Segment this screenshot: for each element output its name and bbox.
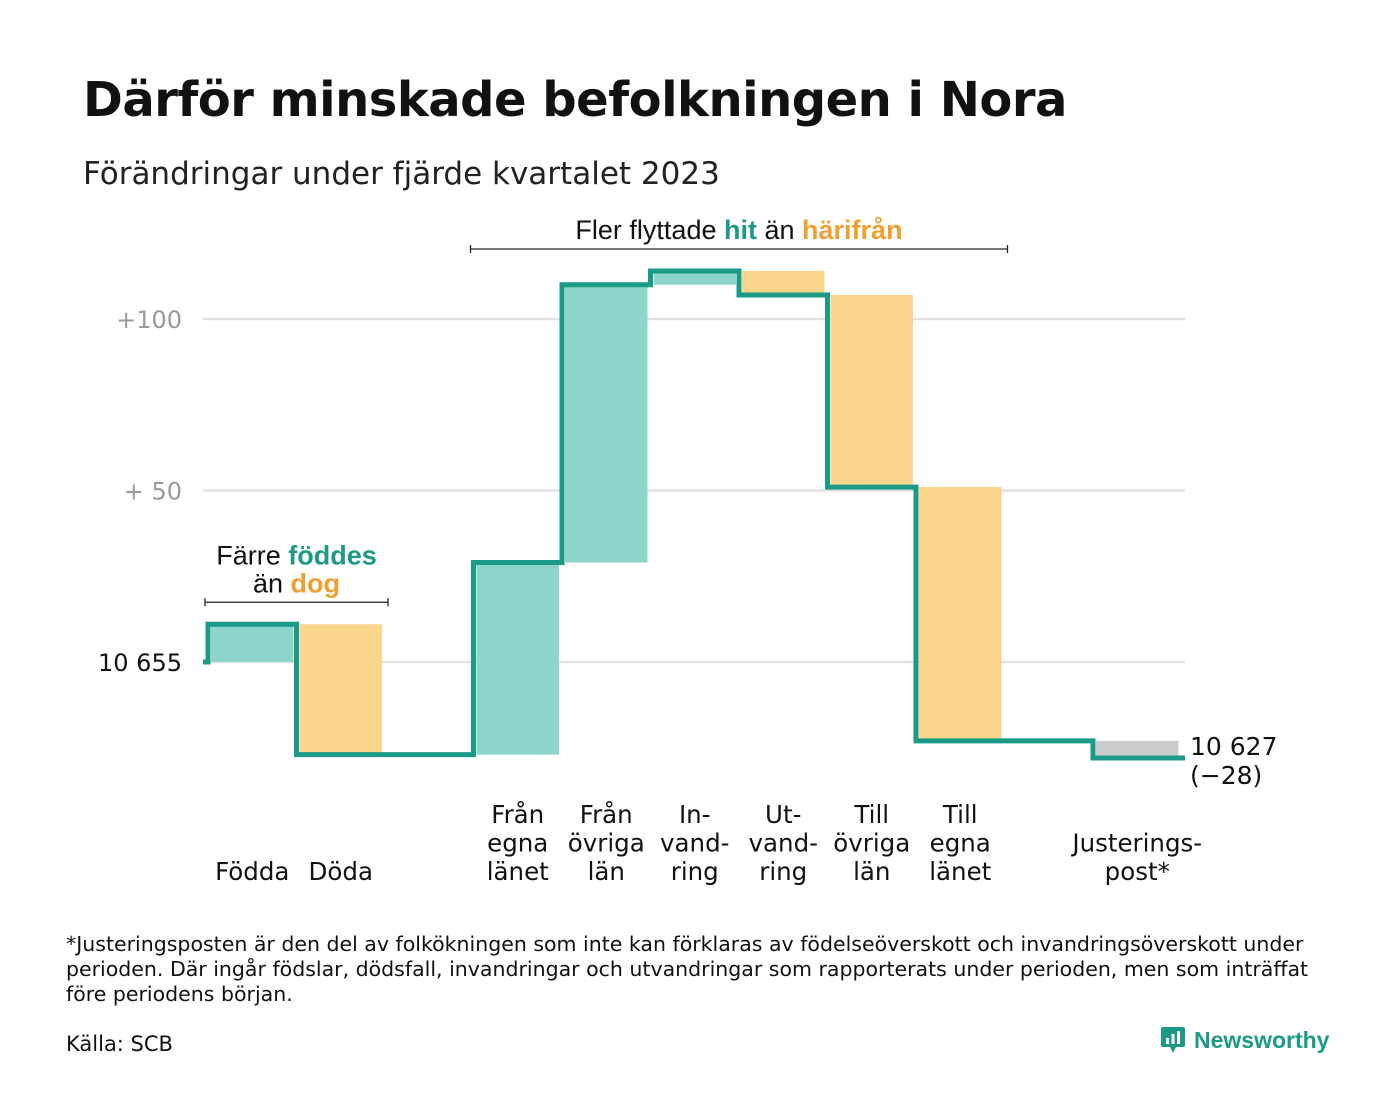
- waterfall-bar: [476, 562, 559, 755]
- x-category-label: post*: [1105, 857, 1170, 886]
- running-total-line: [203, 268, 1185, 761]
- annotation-text: Fler flyttade hit än härifrån: [575, 215, 902, 245]
- annotation-segment: än: [757, 215, 802, 245]
- footnote: *Justeringsposten är den del av folkökni…: [66, 932, 1309, 1006]
- x-category-label: Till: [853, 800, 889, 829]
- annotation-segment: hit: [724, 215, 757, 245]
- x-category-label: In-: [679, 800, 711, 829]
- waterfall-bar: [299, 624, 382, 755]
- waterfall-bar: [742, 270, 825, 295]
- annotation-segment: Fler flyttade: [575, 215, 724, 245]
- newsworthy-logo: Newsworthy: [1160, 1025, 1329, 1055]
- x-category-label: övriga: [833, 829, 910, 858]
- x-category-label: övriga: [568, 829, 645, 858]
- waterfall-bar: [565, 284, 648, 563]
- x-category-label: ring: [671, 857, 719, 886]
- bar-chart-speech-bubble-icon: [1161, 1027, 1185, 1053]
- waterfall-bar: [1096, 740, 1179, 759]
- brand-name: Newsworthy: [1194, 1026, 1330, 1053]
- waterfall-bar: [211, 624, 294, 662]
- x-category-label: Från: [491, 800, 544, 829]
- end-value-label: 10 627: [1190, 732, 1277, 761]
- annotation-segment: dog: [291, 568, 340, 598]
- end-change-label: (−28): [1190, 761, 1262, 790]
- annotation-segment: härifrån: [802, 215, 903, 245]
- x-category-label: Till: [942, 800, 978, 829]
- waterfall-bar: [653, 270, 736, 285]
- chart-title: Därför minskade befolkningen i Nora: [83, 72, 1067, 128]
- x-category-label: Döda: [309, 857, 373, 886]
- x-category-label: Från: [580, 800, 633, 829]
- annotation-segment: än: [253, 568, 291, 598]
- annotation-segment: föddes: [288, 540, 377, 570]
- x-category-label: egna: [930, 829, 991, 858]
- source-credit: Källa: SCB: [66, 1032, 173, 1056]
- annotation-text: Färre föddes: [216, 540, 377, 570]
- annotation-segment: Färre: [216, 540, 288, 570]
- x-category-label: egna: [487, 829, 548, 858]
- y-tick-label: + 50: [124, 478, 182, 506]
- x-category-label: län: [588, 857, 625, 886]
- y-tick-label: +100: [116, 306, 182, 334]
- y-tick-label-start: 10 655: [98, 649, 182, 677]
- x-category-label: länet: [487, 857, 549, 886]
- chart-subtitle: Förändringar under fjärde kvartalet 2023: [83, 156, 720, 192]
- x-category-label: Justerings-: [1070, 829, 1202, 858]
- x-category-label: ring: [759, 857, 807, 886]
- x-category-label: länet: [929, 857, 991, 886]
- x-category-label: Födda: [215, 857, 289, 886]
- annotation-text: än dog: [253, 568, 340, 598]
- x-category-label: län: [853, 857, 890, 886]
- waterfall-bar: [830, 294, 913, 488]
- x-category-label: vand-: [660, 829, 729, 858]
- x-category-label: Ut-: [765, 800, 801, 829]
- x-category-label: vand-: [749, 829, 818, 858]
- waterfall-bar: [919, 487, 1002, 741]
